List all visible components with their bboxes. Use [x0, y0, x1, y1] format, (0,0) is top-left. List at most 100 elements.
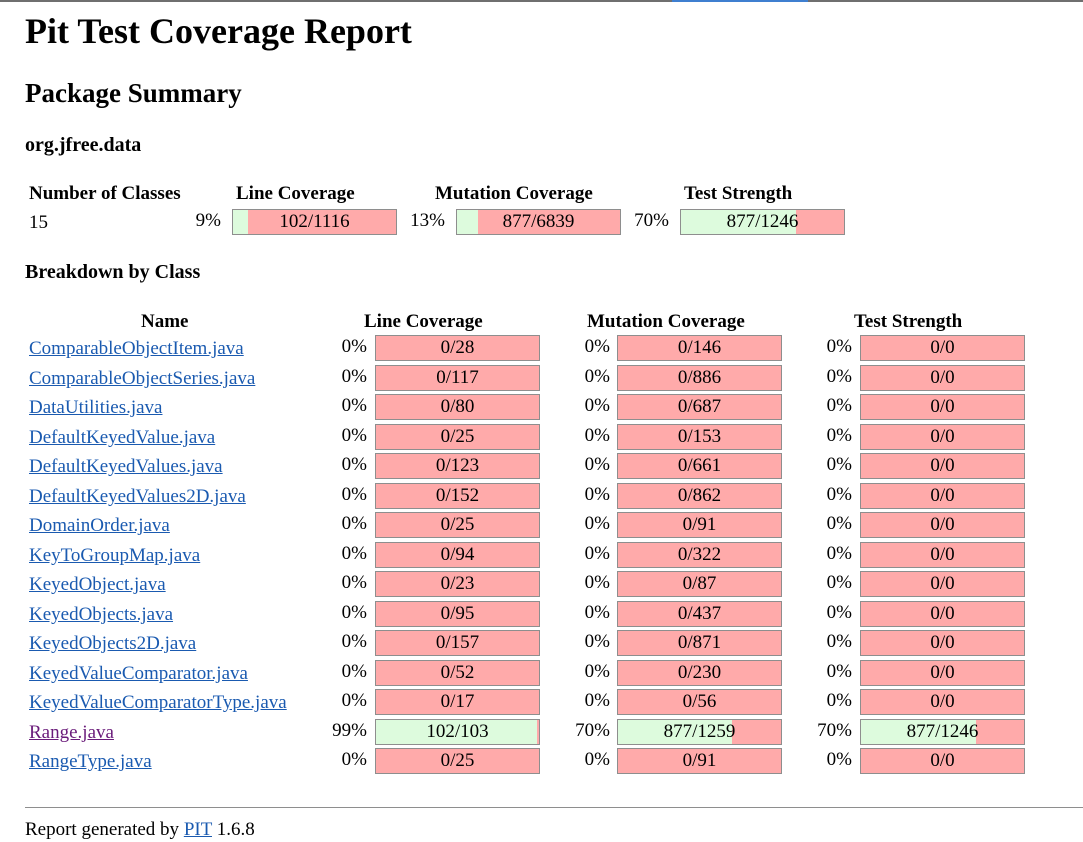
line-coverage-bar: 0/152 [375, 483, 540, 509]
line-coverage-bar: 0/94 [375, 542, 540, 568]
top-border-accent [672, 0, 808, 2]
class-link[interactable]: KeyedValueComparator.java [29, 663, 248, 684]
line-coverage-pct: 99% [332, 720, 367, 741]
summary-strength-pct: 70% [634, 210, 669, 231]
mutation-coverage-pct: 0% [584, 572, 610, 593]
mutation-coverage-bar: 0/687 [617, 394, 782, 420]
class-link[interactable]: ComparableObjectItem.java [29, 338, 244, 359]
mutation-coverage-pct: 0% [584, 602, 610, 623]
line-coverage-bar: 0/17 [375, 689, 540, 715]
strength-coverage-bar-label: 0/0 [930, 750, 955, 771]
mutation-coverage-bar-label: 0/322 [677, 544, 722, 565]
mutation-coverage-pct: 0% [584, 543, 610, 564]
mutation-coverage-bar: 0/230 [617, 660, 782, 686]
mutation-coverage-bar: 0/437 [617, 601, 782, 627]
line-coverage-bar-label: 0/23 [440, 573, 475, 594]
mutation-coverage-pct: 0% [584, 749, 610, 770]
summary-line-bar-fill [233, 210, 248, 234]
line-coverage-bar-label: 0/25 [440, 750, 475, 771]
class-link[interactable]: Range.java [29, 722, 114, 743]
line-coverage-bar-label: 0/94 [440, 544, 475, 565]
class-link[interactable]: KeyToGroupMap.java [29, 545, 201, 566]
mutation-coverage-bar: 0/56 [617, 689, 782, 715]
line-coverage-pct: 0% [341, 395, 367, 416]
mutation-coverage-bar: 0/661 [617, 453, 782, 479]
line-coverage-bar: 0/25 [375, 424, 540, 450]
strength-coverage-bar-label: 0/0 [930, 662, 955, 683]
mutation-coverage-bar-label: 0/687 [677, 396, 722, 417]
top-border [0, 0, 1083, 2]
summary-header-classes: Number of Classes [29, 183, 181, 204]
mutation-coverage-pct: 0% [584, 690, 610, 711]
line-coverage-pct: 0% [341, 454, 367, 475]
line-coverage-pct: 0% [341, 661, 367, 682]
mutation-coverage-bar: 0/153 [617, 424, 782, 450]
line-coverage-pct: 0% [341, 425, 367, 446]
line-coverage-bar: 0/25 [375, 748, 540, 774]
mutation-coverage-pct: 0% [584, 454, 610, 475]
summary-header-mutation: Mutation Coverage [435, 183, 593, 204]
mutation-coverage-bar: 877/1259 [617, 719, 782, 745]
strength-coverage-pct: 0% [826, 336, 852, 357]
mutation-coverage-bar-label: 0/230 [677, 662, 722, 683]
pit-link[interactable]: PIT [183, 819, 212, 840]
line-coverage-bar-label: 0/123 [435, 455, 480, 476]
mutation-coverage-bar: 0/146 [617, 335, 782, 361]
mutation-coverage-bar-label: 0/862 [677, 485, 722, 506]
line-coverage-bar: 0/23 [375, 571, 540, 597]
strength-coverage-bar: 0/0 [860, 748, 1025, 774]
mutation-coverage-bar: 0/91 [617, 512, 782, 538]
line-coverage-bar: 0/157 [375, 630, 540, 656]
strength-coverage-bar-label: 0/0 [930, 544, 955, 565]
strength-coverage-bar: 0/0 [860, 571, 1025, 597]
class-link[interactable]: RangeType.java [29, 751, 152, 772]
line-coverage-pct: 0% [341, 631, 367, 652]
line-coverage-bar-fill [376, 720, 538, 744]
strength-coverage-bar-label: 0/0 [930, 396, 955, 417]
class-link[interactable]: DefaultKeyedValue.java [29, 427, 216, 448]
line-coverage-pct: 0% [341, 572, 367, 593]
line-coverage-bar-label: 0/52 [440, 662, 475, 683]
line-coverage-pct: 0% [341, 484, 367, 505]
class-link[interactable]: KeyedObjects2D.java [29, 633, 197, 654]
class-link[interactable]: DomainOrder.java [29, 515, 170, 536]
summary-mutation-pct: 13% [410, 210, 445, 231]
strength-coverage-bar: 0/0 [860, 660, 1025, 686]
page-title: Pit Test Coverage Report [25, 11, 412, 51]
line-coverage-bar-label: 0/157 [435, 632, 480, 653]
line-coverage-pct: 0% [341, 366, 367, 387]
mutation-coverage-pct: 0% [584, 484, 610, 505]
line-coverage-bar-label: 0/95 [440, 603, 475, 624]
summary-mutation-bar-fill [457, 210, 478, 234]
class-link[interactable]: DefaultKeyedValues.java [29, 456, 223, 477]
strength-coverage-bar-label: 0/0 [930, 485, 955, 506]
mutation-coverage-bar-label: 0/56 [682, 691, 717, 712]
class-link[interactable]: DataUtilities.java [29, 397, 163, 418]
class-link[interactable]: KeyedValueComparatorType.java [29, 692, 287, 713]
class-link[interactable]: ComparableObjectSeries.java [29, 368, 256, 389]
class-link[interactable]: KeyedObjects.java [29, 604, 174, 625]
line-coverage-bar: 0/95 [375, 601, 540, 627]
mutation-coverage-pct: 0% [584, 513, 610, 534]
strength-coverage-bar-label: 877/1246 [906, 721, 979, 742]
class-link[interactable]: DefaultKeyedValues2D.java [29, 486, 246, 507]
strength-coverage-bar-label: 0/0 [930, 337, 955, 358]
strength-coverage-bar: 0/0 [860, 335, 1025, 361]
strength-coverage-bar: 0/0 [860, 689, 1025, 715]
class-link[interactable]: KeyedObject.java [29, 574, 166, 595]
strength-coverage-pct: 0% [826, 425, 852, 446]
summary-mutation-bar: 877/6839 [456, 209, 621, 235]
line-coverage-bar: 0/123 [375, 453, 540, 479]
footer-prefix: Report generated by [25, 819, 184, 840]
strength-coverage-pct: 0% [826, 690, 852, 711]
table-header-strength: Test Strength [854, 311, 963, 332]
mutation-coverage-bar-label: 0/146 [677, 337, 722, 358]
strength-coverage-pct: 0% [826, 631, 852, 652]
strength-coverage-pct: 0% [826, 661, 852, 682]
strength-coverage-bar: 0/0 [860, 542, 1025, 568]
section-title: Package Summary [25, 78, 242, 108]
line-coverage-bar-label: 0/117 [436, 367, 479, 388]
mutation-coverage-pct: 0% [584, 631, 610, 652]
mutation-coverage-pct: 0% [584, 661, 610, 682]
line-coverage-bar-label: 0/80 [440, 396, 475, 417]
